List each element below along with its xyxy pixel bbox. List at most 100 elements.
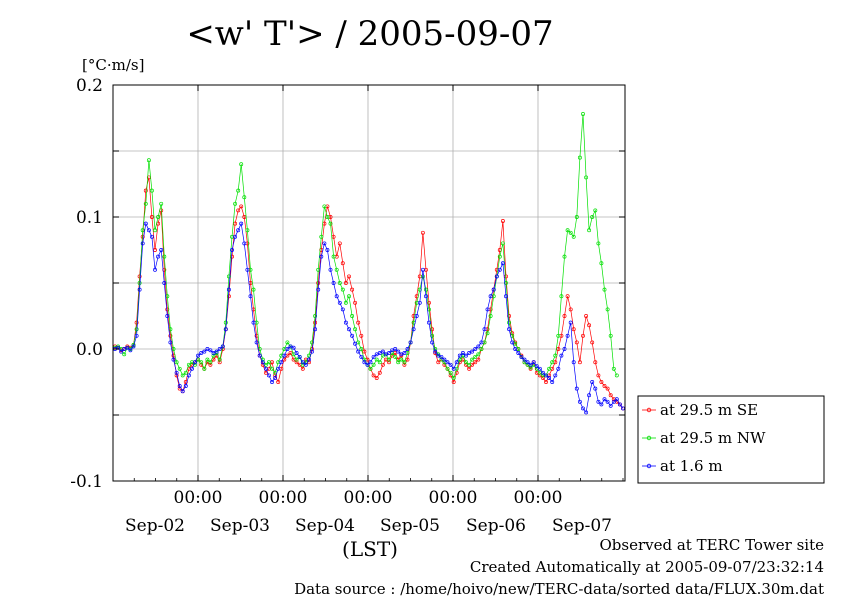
y-tick-label: 0.2 <box>76 76 103 96</box>
data-point <box>270 366 274 371</box>
data-point <box>473 347 478 351</box>
data-point <box>322 241 327 246</box>
data-point <box>488 314 493 318</box>
data-point <box>217 347 222 351</box>
data-point <box>331 281 336 285</box>
data-point <box>602 397 607 402</box>
data-point <box>605 399 610 404</box>
data-point <box>380 349 385 354</box>
data-point <box>313 314 318 318</box>
data-point <box>494 274 499 279</box>
data-point <box>300 366 305 371</box>
data-point <box>362 360 367 365</box>
data-point <box>149 188 154 193</box>
legend: at 29.5 m SE at 29.5 m NW at 1.6 m <box>637 395 825 484</box>
data-point <box>186 373 191 378</box>
data-point <box>427 300 431 305</box>
data-point <box>497 267 502 272</box>
data-point <box>205 357 210 362</box>
data-point <box>208 362 213 367</box>
data-point <box>168 333 173 338</box>
data-point <box>128 348 133 353</box>
x-time-label: 00:00 <box>174 488 223 508</box>
y-unit-label: [°C·m/s] <box>82 56 144 74</box>
data-point <box>233 201 238 206</box>
data-point <box>590 215 595 219</box>
data-point <box>424 294 428 299</box>
series-layer <box>113 112 625 415</box>
data-point <box>390 348 395 353</box>
data-point <box>350 314 355 318</box>
data-point <box>174 360 179 365</box>
data-point <box>485 331 490 336</box>
data-point <box>149 215 154 219</box>
data-point <box>507 314 512 318</box>
data-point <box>156 254 161 259</box>
data-point <box>550 380 555 384</box>
data-point <box>587 393 592 398</box>
data-point <box>605 307 610 312</box>
x-date-label: Sep-07 <box>552 516 612 536</box>
data-point <box>445 366 450 371</box>
data-point <box>340 261 345 266</box>
data-point <box>602 287 607 292</box>
data-point <box>553 353 558 358</box>
data-point <box>245 267 250 272</box>
data-point <box>230 248 234 252</box>
data-point <box>470 357 475 362</box>
data-point <box>454 360 459 365</box>
data-point <box>383 352 388 357</box>
data-point <box>276 380 281 384</box>
data-point <box>153 267 157 272</box>
data-point <box>156 215 161 219</box>
data-point <box>356 349 361 354</box>
data-point <box>396 349 401 354</box>
data-point <box>574 386 579 391</box>
data-point <box>337 300 342 305</box>
data-point <box>568 320 573 325</box>
footer-site: Observed at TERC Tower site <box>599 536 824 554</box>
data-point <box>343 320 348 325</box>
data-point <box>519 354 524 359</box>
data-point <box>353 300 358 305</box>
data-point <box>273 376 278 380</box>
data-point <box>596 399 601 404</box>
data-point <box>611 366 616 371</box>
data-point <box>162 281 167 285</box>
data-point <box>593 360 598 365</box>
data-point <box>177 366 182 371</box>
data-point <box>165 314 170 318</box>
data-point <box>165 307 170 312</box>
legend-label: at 1.6 m <box>660 457 723 475</box>
data-point <box>587 323 592 328</box>
data-point <box>602 384 607 388</box>
data-point <box>424 287 428 292</box>
data-point <box>581 406 585 411</box>
data-point <box>500 241 505 246</box>
data-point <box>374 357 379 362</box>
data-point <box>371 354 376 359</box>
data-point <box>242 195 247 200</box>
data-point <box>608 333 613 338</box>
data-point <box>146 158 151 163</box>
data-point <box>399 352 404 357</box>
data-point <box>183 370 188 375</box>
data-point <box>482 327 487 332</box>
series-2 <box>113 221 625 415</box>
data-point <box>590 380 595 384</box>
data-point <box>488 294 493 299</box>
x-time-label: 00:00 <box>514 488 563 508</box>
legend-marker <box>646 463 652 469</box>
data-point <box>239 162 244 167</box>
data-point <box>387 360 391 365</box>
data-point <box>350 333 355 338</box>
legend-box <box>637 395 825 484</box>
data-point <box>402 351 407 355</box>
data-point <box>513 347 518 351</box>
data-point <box>183 384 188 388</box>
legend-marker <box>646 435 652 441</box>
data-point <box>420 274 425 279</box>
data-point <box>368 360 373 365</box>
data-point <box>497 254 502 259</box>
data-point <box>149 234 154 239</box>
